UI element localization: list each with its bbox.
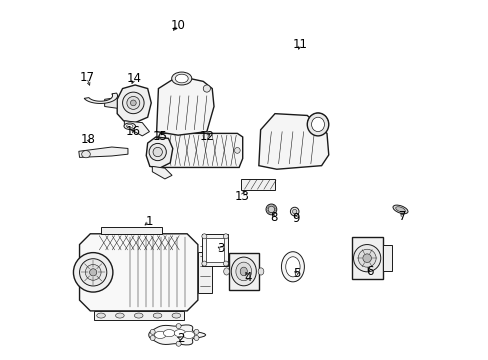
Ellipse shape: [281, 252, 304, 282]
Polygon shape: [156, 76, 214, 135]
Circle shape: [126, 96, 140, 109]
Circle shape: [202, 261, 206, 266]
Ellipse shape: [172, 313, 180, 318]
Text: 12: 12: [199, 130, 214, 144]
Polygon shape: [80, 234, 198, 311]
Circle shape: [89, 269, 97, 276]
Ellipse shape: [171, 72, 191, 85]
Text: 6: 6: [366, 265, 373, 278]
Polygon shape: [206, 238, 223, 262]
Polygon shape: [156, 134, 242, 167]
Text: 1: 1: [145, 215, 153, 228]
Polygon shape: [146, 137, 172, 168]
Polygon shape: [152, 166, 172, 179]
Polygon shape: [117, 85, 151, 123]
Polygon shape: [202, 234, 227, 266]
Text: 18: 18: [81, 133, 96, 146]
Circle shape: [265, 204, 276, 215]
Circle shape: [223, 261, 228, 266]
Text: 2: 2: [177, 332, 184, 345]
Ellipse shape: [81, 150, 90, 158]
Circle shape: [149, 143, 166, 161]
Circle shape: [153, 147, 162, 157]
Polygon shape: [258, 114, 328, 169]
Text: 13: 13: [234, 190, 249, 203]
Ellipse shape: [154, 331, 165, 338]
Text: 3: 3: [217, 242, 224, 255]
Polygon shape: [148, 325, 205, 345]
Ellipse shape: [235, 262, 251, 281]
Ellipse shape: [126, 125, 133, 128]
Ellipse shape: [240, 267, 247, 276]
Text: 7: 7: [398, 210, 406, 223]
Circle shape: [203, 85, 210, 92]
Circle shape: [122, 92, 144, 114]
Text: 8: 8: [270, 211, 277, 224]
Circle shape: [194, 329, 199, 334]
Text: 11: 11: [292, 38, 307, 51]
Ellipse shape: [124, 123, 135, 130]
Circle shape: [130, 100, 136, 106]
Ellipse shape: [175, 74, 188, 83]
Polygon shape: [241, 179, 274, 190]
Polygon shape: [101, 227, 162, 234]
Text: 14: 14: [126, 72, 141, 85]
Circle shape: [73, 253, 113, 292]
Ellipse shape: [285, 257, 300, 277]
Circle shape: [357, 249, 375, 267]
Circle shape: [194, 336, 199, 341]
Circle shape: [176, 341, 181, 346]
Ellipse shape: [183, 331, 194, 338]
Polygon shape: [84, 93, 117, 103]
Circle shape: [202, 234, 206, 239]
Circle shape: [176, 324, 181, 329]
Circle shape: [85, 265, 101, 280]
Circle shape: [292, 210, 296, 214]
Circle shape: [159, 148, 164, 153]
Text: 15: 15: [152, 130, 167, 144]
Circle shape: [267, 206, 274, 213]
Text: 16: 16: [125, 125, 141, 138]
Ellipse shape: [153, 313, 162, 318]
Ellipse shape: [306, 113, 328, 136]
Circle shape: [223, 234, 228, 239]
Circle shape: [150, 336, 155, 341]
Ellipse shape: [115, 313, 124, 318]
Ellipse shape: [231, 257, 256, 286]
Polygon shape: [79, 147, 128, 157]
Polygon shape: [124, 121, 149, 136]
Ellipse shape: [174, 329, 185, 337]
Circle shape: [234, 148, 240, 153]
Circle shape: [150, 329, 155, 334]
Circle shape: [290, 207, 298, 216]
Text: 10: 10: [170, 19, 185, 32]
Text: 9: 9: [292, 212, 300, 225]
Ellipse shape: [258, 268, 264, 275]
Polygon shape: [104, 98, 117, 108]
Polygon shape: [94, 311, 183, 320]
Polygon shape: [198, 252, 212, 293]
Ellipse shape: [134, 313, 142, 318]
Polygon shape: [228, 253, 258, 290]
Ellipse shape: [395, 207, 405, 212]
Circle shape: [353, 244, 380, 272]
Ellipse shape: [97, 313, 105, 318]
Polygon shape: [351, 237, 382, 279]
Ellipse shape: [311, 117, 324, 132]
Circle shape: [362, 254, 371, 262]
Text: 17: 17: [79, 71, 94, 84]
Ellipse shape: [163, 329, 175, 337]
Ellipse shape: [223, 268, 229, 275]
Text: 4: 4: [244, 271, 251, 284]
Polygon shape: [382, 244, 391, 271]
Text: 5: 5: [292, 267, 300, 280]
Circle shape: [80, 259, 106, 286]
Ellipse shape: [392, 205, 407, 214]
